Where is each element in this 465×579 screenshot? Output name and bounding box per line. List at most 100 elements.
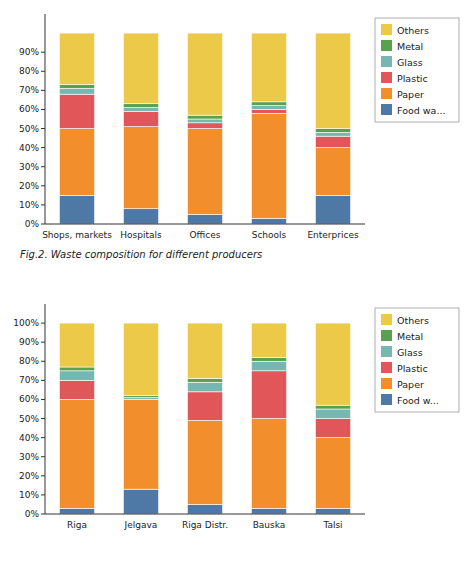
y-tick bbox=[41, 224, 45, 225]
legend-swatch bbox=[381, 88, 392, 99]
x-tick-label: Hospitals bbox=[120, 230, 162, 240]
x-tick-label: Talsi bbox=[322, 520, 342, 530]
bar-segment bbox=[251, 419, 286, 509]
y-tick bbox=[41, 147, 45, 148]
x-tick-label: Enterprices bbox=[307, 230, 359, 240]
bar-segment bbox=[59, 129, 94, 196]
y-tick-label: 90% bbox=[19, 337, 39, 347]
legend-swatch bbox=[381, 362, 392, 373]
y-axis-line bbox=[45, 304, 46, 514]
x-tick-label: Riga Distr. bbox=[182, 520, 228, 530]
bar-segment bbox=[187, 129, 222, 215]
legend-swatch bbox=[381, 346, 392, 357]
bar-segment bbox=[251, 508, 286, 514]
bar-segment bbox=[251, 323, 286, 357]
bar-segment bbox=[59, 88, 94, 94]
legend-label: Glass bbox=[397, 57, 423, 68]
y-tick bbox=[41, 52, 45, 53]
bar-segment bbox=[187, 115, 222, 119]
y-tick-label: 80% bbox=[19, 66, 39, 76]
legend-label: Glass bbox=[397, 347, 423, 358]
bar-segment bbox=[315, 33, 350, 128]
legend-swatch bbox=[381, 72, 392, 83]
bar-segment bbox=[251, 218, 286, 224]
y-tick bbox=[41, 323, 45, 324]
y-tick-label: 50% bbox=[19, 124, 39, 134]
bar-segment bbox=[251, 361, 286, 371]
legend: Others Metal Glass Plastic Paper Food w... bbox=[375, 308, 459, 412]
y-tick bbox=[41, 342, 45, 343]
chart: 0%10%20%30%40%50%60%70%80%90%Shops, mark… bbox=[19, 14, 459, 260]
chart: 0%10%20%30%40%50%60%70%80%90%100%RigaJel… bbox=[13, 304, 459, 530]
y-tick bbox=[41, 418, 45, 419]
y-tick-label: 80% bbox=[19, 356, 39, 366]
y-tick-label: 10% bbox=[19, 490, 39, 500]
bar-segment bbox=[187, 33, 222, 115]
bar-segment bbox=[123, 209, 158, 224]
y-tick bbox=[41, 361, 45, 362]
y-tick bbox=[41, 475, 45, 476]
bar-segment bbox=[187, 378, 222, 382]
bar-segment bbox=[315, 405, 350, 409]
y-axis-line bbox=[45, 14, 46, 224]
bar-segment bbox=[59, 195, 94, 224]
y-tick-label: 20% bbox=[19, 181, 39, 191]
bar-segment bbox=[123, 489, 158, 514]
bar-segment bbox=[315, 195, 350, 224]
y-tick-label: 70% bbox=[19, 85, 39, 95]
bar-segment bbox=[123, 399, 158, 489]
legend-label: Others bbox=[397, 315, 429, 326]
legend-swatch bbox=[381, 24, 392, 35]
bar-segment bbox=[123, 104, 158, 108]
legend-label: Metal bbox=[397, 41, 423, 52]
y-tick-label: 40% bbox=[19, 433, 39, 443]
legend-swatch bbox=[381, 378, 392, 389]
legend-label: Food w... bbox=[397, 395, 439, 406]
x-tick-label: Schools bbox=[252, 230, 287, 240]
legend-label: Food wa... bbox=[397, 105, 445, 116]
bar-segment bbox=[315, 438, 350, 509]
bar-segment bbox=[187, 214, 222, 224]
bar-segment bbox=[123, 323, 158, 396]
bar-segment bbox=[315, 508, 350, 514]
bar-segment bbox=[315, 136, 350, 147]
legend-label: Plastic bbox=[397, 363, 428, 374]
x-tick-label: Riga bbox=[67, 520, 87, 530]
x-axis-line bbox=[45, 514, 365, 515]
y-tick bbox=[41, 166, 45, 167]
bar-segment bbox=[187, 420, 222, 504]
y-tick bbox=[41, 204, 45, 205]
y-tick-label: 30% bbox=[19, 162, 39, 172]
bar-segment bbox=[315, 148, 350, 196]
bars bbox=[59, 323, 350, 514]
legend-label: Metal bbox=[397, 331, 423, 342]
bar-segment bbox=[123, 111, 158, 126]
bar-segment bbox=[315, 129, 350, 133]
y-tick-label: 0% bbox=[25, 219, 40, 229]
bar-segment bbox=[187, 382, 222, 392]
legend-label: Others bbox=[397, 25, 429, 36]
y-tick-label: 20% bbox=[19, 471, 39, 481]
bar-segment bbox=[59, 399, 94, 508]
y-tick-label: 10% bbox=[19, 200, 39, 210]
legend-swatch bbox=[381, 394, 392, 405]
y-tick-label: 70% bbox=[19, 375, 39, 385]
legend-label: Paper bbox=[397, 379, 424, 390]
legend-swatch bbox=[381, 330, 392, 341]
bar-segment bbox=[187, 123, 222, 129]
legend-swatch bbox=[381, 56, 392, 67]
legend-swatch bbox=[381, 104, 392, 115]
legend-swatch bbox=[381, 314, 392, 325]
bar-segment bbox=[59, 94, 94, 128]
bar-segment bbox=[187, 119, 222, 123]
bar-segment bbox=[251, 357, 286, 361]
bar-segment bbox=[315, 323, 350, 405]
y-tick bbox=[41, 90, 45, 91]
bar-segment bbox=[187, 323, 222, 378]
bars bbox=[59, 33, 350, 224]
legend-frame bbox=[375, 308, 459, 412]
y-tick bbox=[41, 494, 45, 495]
legend-label: Plastic bbox=[397, 73, 428, 84]
y-tick-label: 90% bbox=[19, 47, 39, 57]
bar-segment bbox=[251, 106, 286, 110]
